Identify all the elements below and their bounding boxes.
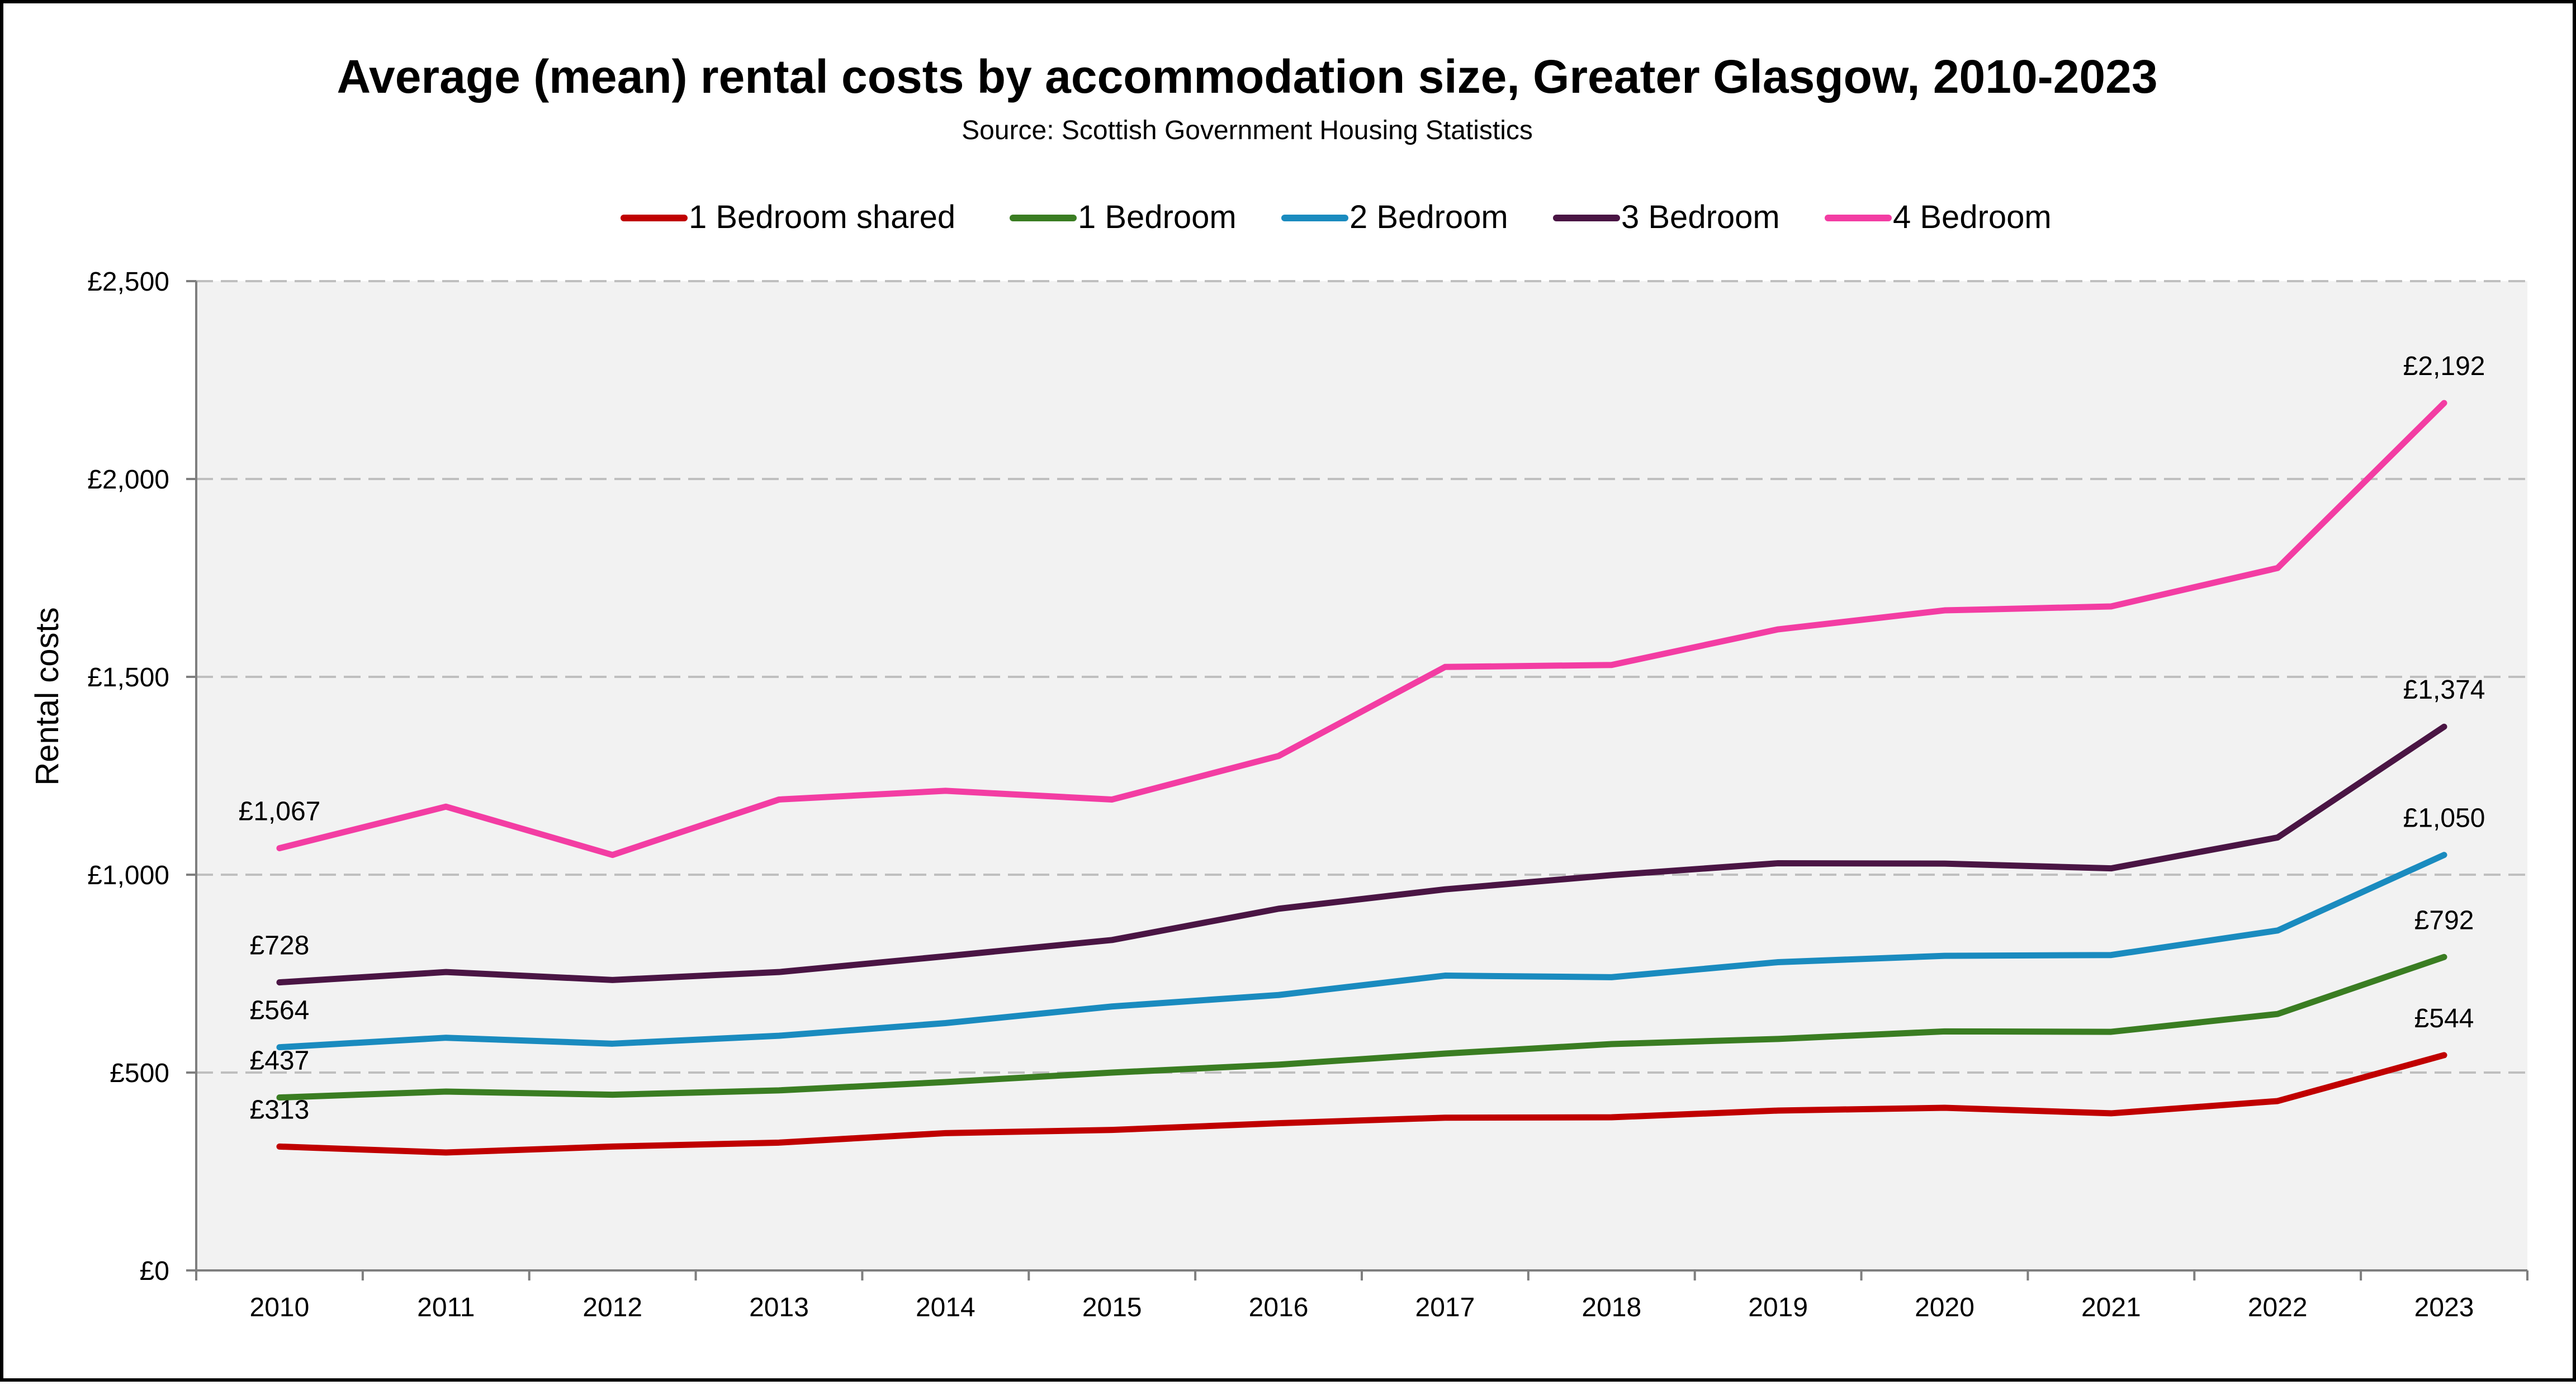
x-tick-label: 2018 — [1581, 1293, 1641, 1322]
legend-label-4: 4 Bedroom — [1893, 199, 2052, 235]
legend-label-0: 1 Bedroom shared — [689, 199, 955, 235]
legend-label-3: 3 Bedroom — [1621, 199, 1780, 235]
y-tick-label: £1,500 — [87, 663, 169, 692]
legend: 1 Bedroom shared 1 Bedroom 2 Bedroom 3 Bedr… — [621, 199, 2052, 235]
y-axis-title: Rental costs — [29, 607, 65, 785]
data-label: £1,374 — [2403, 675, 2485, 705]
x-tick-label: 2021 — [2081, 1293, 2141, 1322]
y-tick-label: £2,000 — [87, 465, 169, 495]
x-tick-label: 2016 — [1249, 1293, 1309, 1322]
x-tick-label: 2015 — [1082, 1293, 1142, 1322]
data-label: £2,192 — [2403, 352, 2485, 381]
x-tick-label: 2019 — [1748, 1293, 1808, 1322]
plot-area-group: £0 £500 £1,000 £1,500 £2,000 £2,500 2010 2011 20… — [87, 267, 2528, 1322]
x-tick-label: 2010 — [250, 1293, 310, 1322]
y-tick-label: £500 — [110, 1059, 169, 1088]
y-tick-label: £0 — [140, 1256, 169, 1286]
legend-label-2: 2 Bedroom — [1349, 199, 1508, 235]
x-tick-label: 2020 — [1915, 1293, 1974, 1322]
chart-title: Average (mean) rental costs by accommoda… — [337, 50, 2157, 103]
line-chart: Average (mean) rental costs by accommoda… — [29, 50, 2528, 1322]
data-label: £728 — [250, 931, 310, 961]
x-tick-label: 2022 — [2248, 1293, 2308, 1322]
x-tick-label: 2013 — [749, 1293, 809, 1322]
series-line-2 — [276, 852, 2447, 1051]
x-tick-label: 2023 — [2414, 1293, 2474, 1322]
series-line-0 — [276, 1052, 2447, 1156]
x-tick-label: 2017 — [1415, 1293, 1475, 1322]
y-tick-label: £2,500 — [87, 267, 169, 297]
data-label: £564 — [250, 996, 310, 1026]
x-tick-label: 2012 — [583, 1293, 642, 1322]
plot-area — [196, 281, 2527, 1270]
data-label: £437 — [250, 1046, 310, 1076]
data-label: £1,067 — [239, 797, 321, 827]
data-label: £544 — [2414, 1004, 2474, 1033]
legend-label-1: 1 Bedroom — [1078, 199, 1237, 235]
chart-subtitle: Source: Scottish Government Housing Stat… — [962, 116, 1533, 145]
series-line-3 — [276, 723, 2447, 986]
series-line-4 — [276, 400, 2447, 858]
series-line-1 — [276, 954, 2447, 1101]
x-tick-label: 2014 — [916, 1293, 976, 1322]
data-label: £792 — [2414, 905, 2474, 935]
x-tick-label: 2011 — [417, 1293, 475, 1322]
data-label: £1,050 — [2403, 804, 2485, 833]
y-tick-label: £1,000 — [87, 861, 169, 890]
